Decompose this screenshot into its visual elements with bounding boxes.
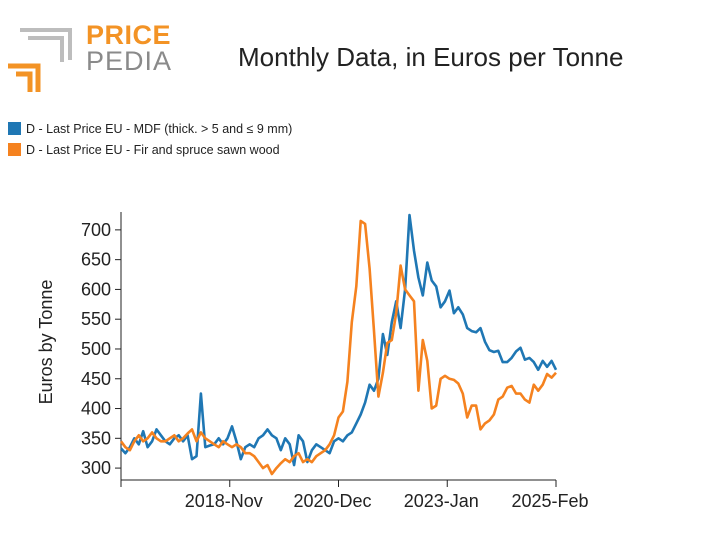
logo-price-text: PRICE <box>86 20 172 50</box>
y-tick-label: 500 <box>81 339 111 359</box>
chart-legend: D - Last Price EU - MDF (thick. > 5 and … <box>8 118 292 160</box>
logo-mark-icon <box>8 28 72 92</box>
y-tick-label: 350 <box>81 428 111 448</box>
y-tick-label: 550 <box>81 309 111 329</box>
series-line-mdf <box>120 213 558 467</box>
legend-label-mdf: D - Last Price EU - MDF (thick. > 5 and … <box>26 121 293 136</box>
legend-swatch-mdf <box>8 122 21 135</box>
x-axis: 2018-Nov 2020-Dec 2023-Jan 2025-Feb <box>120 479 589 511</box>
y-axis-title: Euros by Tonne <box>36 280 56 405</box>
y-tick-label: 400 <box>81 399 111 419</box>
logo-text: PRICE PEDIA <box>86 20 173 76</box>
logo-pedia-text: PEDIA <box>86 46 173 76</box>
x-tick-label: 2025-Feb <box>511 491 588 511</box>
x-tick-label: 2023-Jan <box>404 491 479 511</box>
y-tick-label: 650 <box>81 250 111 270</box>
series-layer <box>119 213 558 476</box>
series-line-sawn-wood <box>119 219 557 476</box>
pricepedia-logo: PRICE PEDIA <box>8 22 171 92</box>
y-tick-label: 700 <box>81 220 111 240</box>
y-tick-label: 600 <box>81 279 111 299</box>
legend-swatch-sawn-wood <box>8 143 21 156</box>
legend-item-mdf[interactable]: D - Last Price EU - MDF (thick. > 5 and … <box>8 118 292 139</box>
legend-label-sawn-wood: D - Last Price EU - Fir and spruce sawn … <box>26 142 280 157</box>
chart-title: Monthly Data, in Euros per Tonne <box>238 42 624 72</box>
y-axis: 300 350 400 450 500 550 600 650 700 <box>81 212 122 480</box>
x-tick-label: 2020-Dec <box>293 491 371 511</box>
x-tick-label: 2018-Nov <box>185 491 263 511</box>
y-tick-label: 450 <box>81 369 111 389</box>
legend-item-sawn-wood[interactable]: D - Last Price EU - Fir and spruce sawn … <box>8 139 292 160</box>
y-tick-label: 300 <box>81 458 111 478</box>
